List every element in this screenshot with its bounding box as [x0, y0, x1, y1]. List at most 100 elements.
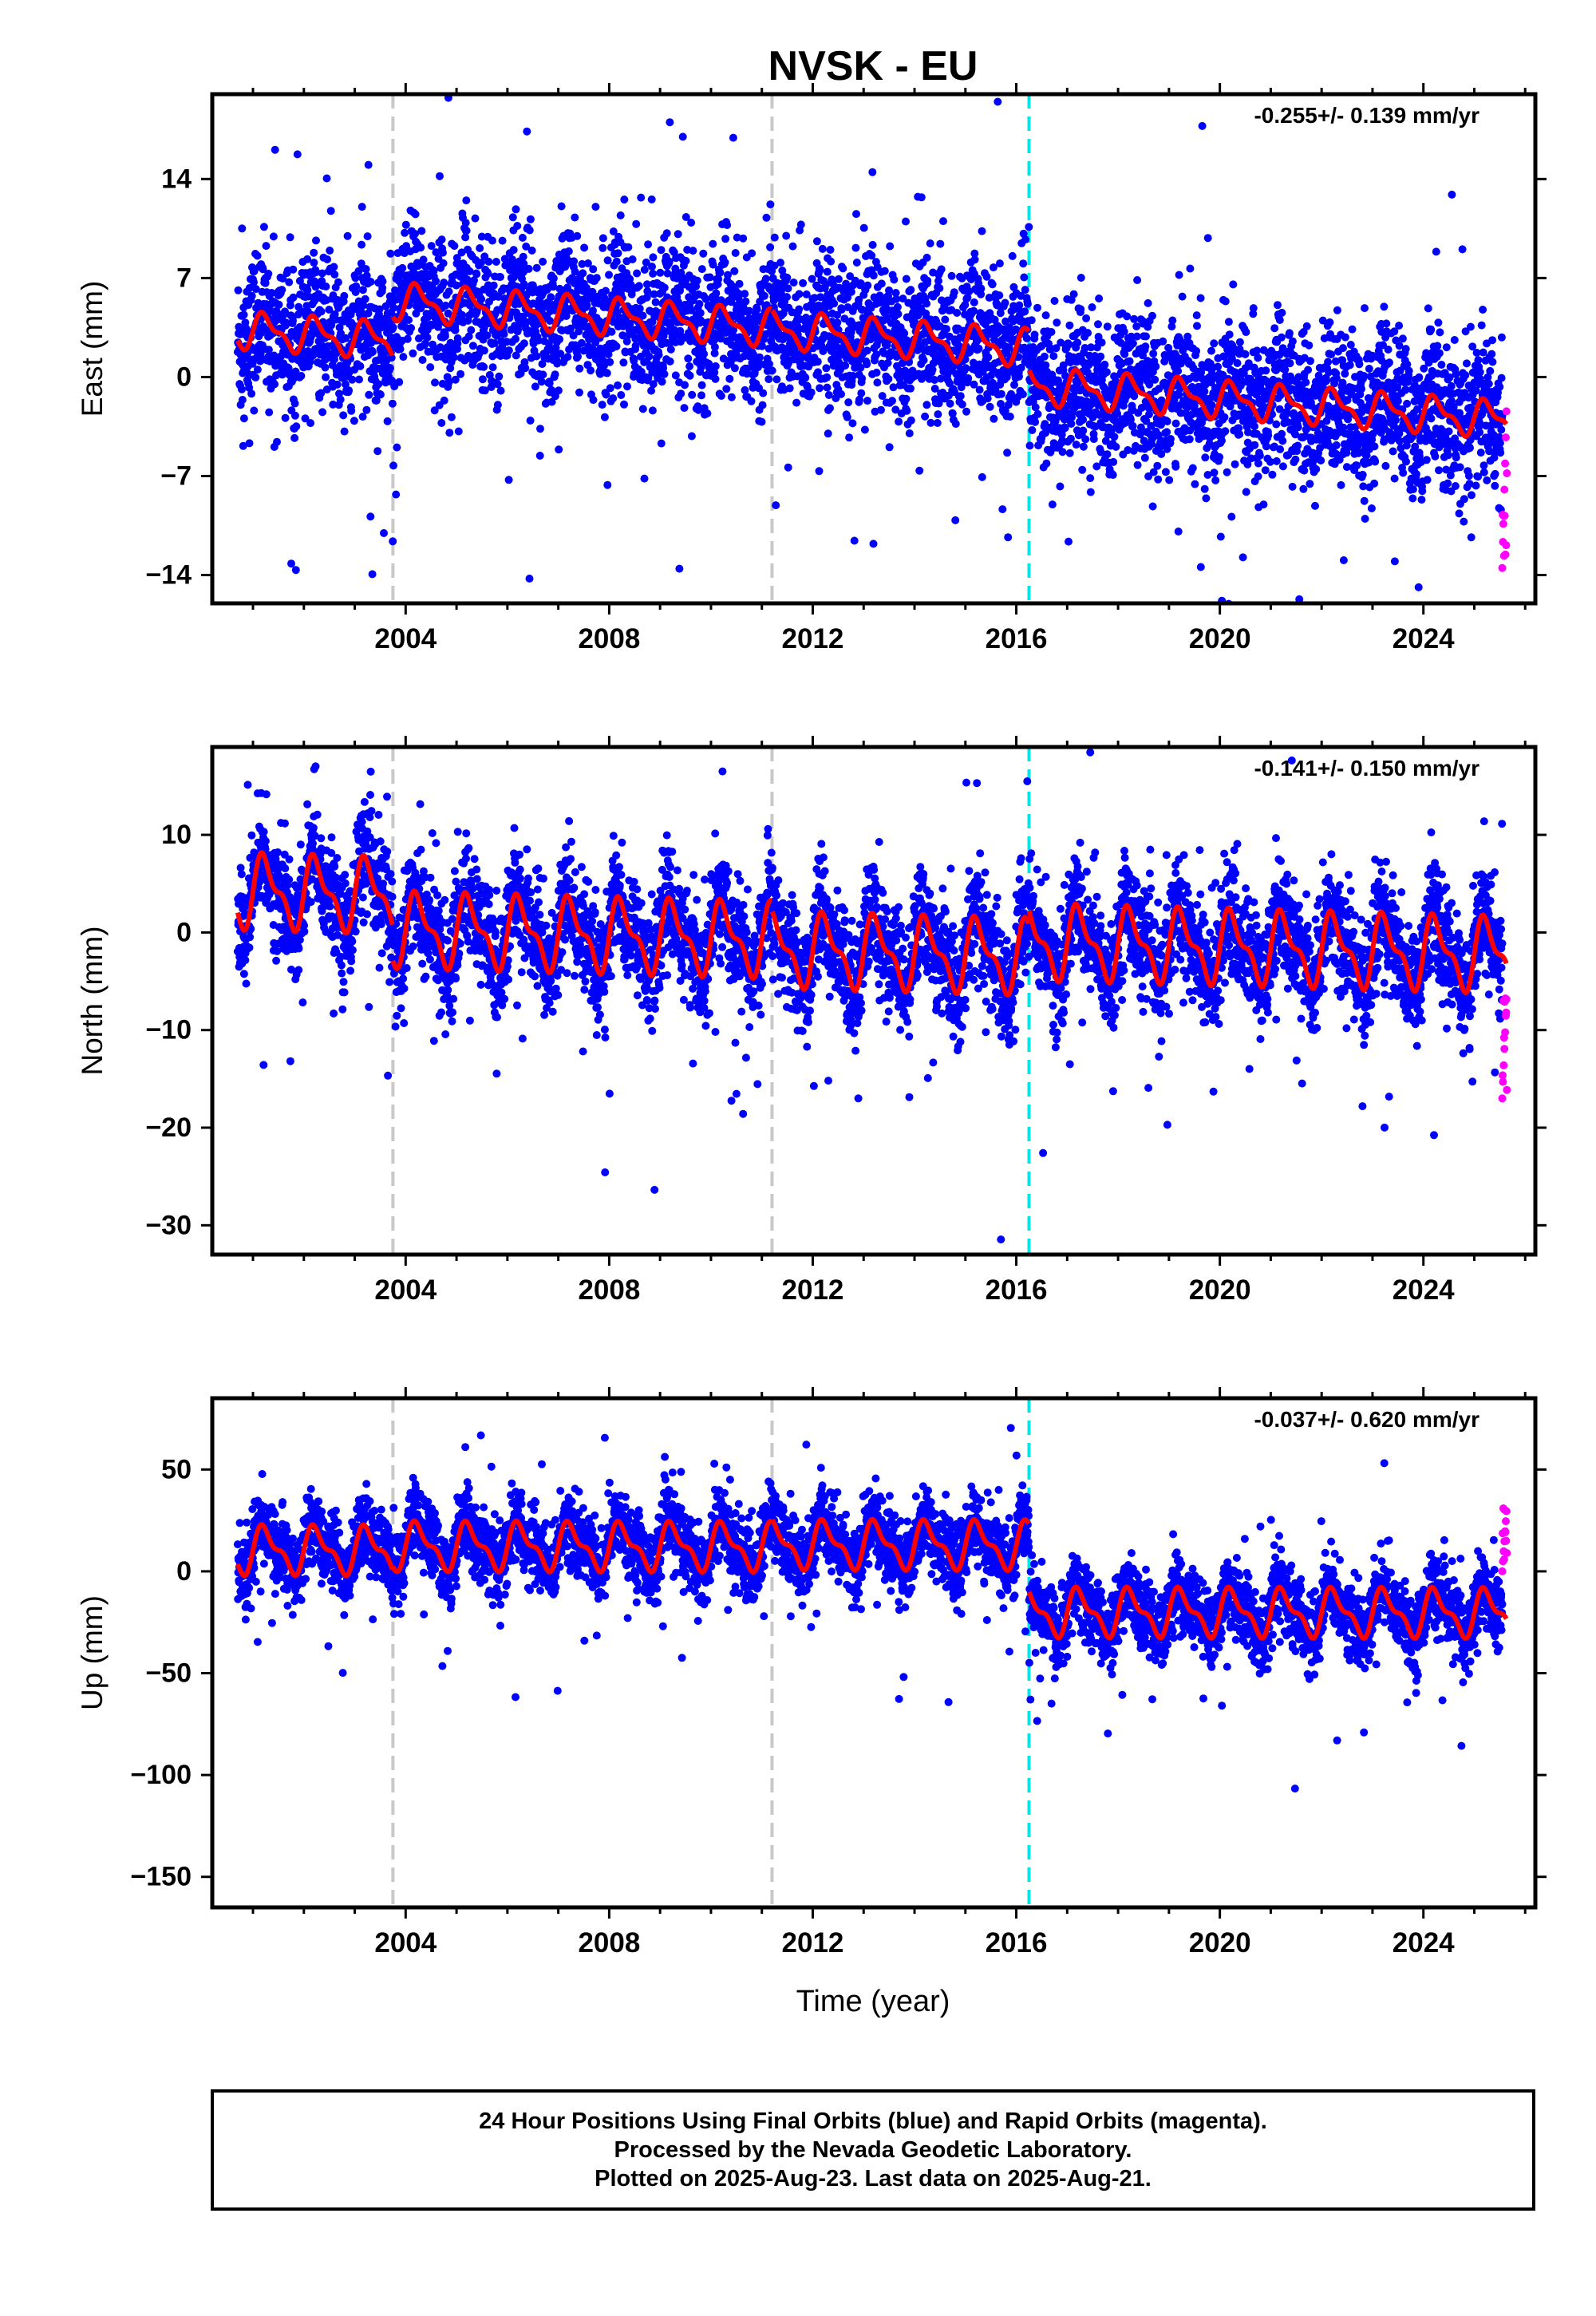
data-point: [1079, 426, 1088, 435]
data-point: [858, 374, 867, 383]
data-point: [399, 353, 408, 362]
data-point: [440, 279, 448, 287]
data-point: [1152, 362, 1160, 371]
data-point: [647, 195, 656, 204]
data-point: [701, 294, 710, 303]
data-point: [863, 397, 871, 405]
data-point: [649, 253, 658, 262]
data-point: [1272, 420, 1281, 429]
data-point: [733, 233, 741, 242]
data-point: [735, 279, 744, 288]
data-point: [1264, 431, 1273, 440]
data-point: [1125, 357, 1134, 366]
data-point: [366, 512, 375, 521]
data-point: [583, 301, 591, 310]
data-point: [766, 243, 775, 251]
data-point: [1360, 496, 1369, 505]
data-point: [638, 405, 647, 413]
data-point: [445, 429, 454, 437]
data-point: [361, 265, 370, 274]
data-point: [1262, 366, 1270, 375]
data-point: [602, 369, 611, 377]
data-point: [612, 342, 621, 350]
data-point: [1278, 308, 1286, 317]
data-point: [1218, 437, 1226, 445]
data-point: [1077, 305, 1085, 314]
data-point: [761, 275, 770, 283]
data-point: [547, 385, 555, 394]
data-point: [640, 266, 649, 274]
data-point: [823, 373, 832, 381]
data-point: [902, 275, 911, 283]
data-point: [983, 394, 992, 403]
data-point: [1165, 476, 1174, 484]
data-point: [1262, 442, 1270, 451]
data-point: [843, 413, 851, 421]
data-point: [841, 362, 850, 370]
data-point: [994, 97, 1002, 106]
data-point: [662, 229, 671, 238]
data-point: [612, 257, 621, 266]
data-point: [1089, 435, 1098, 444]
data-point: [1291, 455, 1300, 464]
data-point: [711, 374, 720, 383]
data-point: [958, 400, 966, 409]
data-point: [1337, 480, 1345, 489]
data-point: [818, 244, 827, 253]
data-point: [495, 372, 504, 381]
data-point: [677, 389, 685, 398]
data-point: [476, 244, 484, 252]
data-point: [347, 406, 356, 415]
data-point: [823, 383, 832, 392]
data-point: [784, 463, 792, 472]
data-point: [1025, 223, 1033, 231]
data-point: [1148, 502, 1157, 511]
data-point: [738, 337, 747, 346]
data-point: [964, 374, 973, 382]
data-point: [525, 575, 534, 583]
data-point: [1214, 362, 1223, 371]
data-point: [600, 413, 609, 421]
data-point: [403, 334, 412, 343]
data-point: [522, 242, 531, 251]
data-point: [1201, 453, 1210, 462]
data-point: [1020, 273, 1029, 282]
data-point: [464, 332, 473, 341]
data-point: [477, 232, 486, 241]
data-point: [1325, 318, 1334, 326]
data-point: [602, 287, 610, 295]
data-point: [461, 233, 470, 242]
data-point: [339, 411, 348, 420]
data-point: [393, 443, 401, 452]
data-point: [844, 398, 853, 407]
data-point: [430, 406, 439, 415]
data-point: [265, 408, 274, 417]
data-point: [657, 246, 666, 255]
data-point: [389, 537, 397, 546]
data-point: [1327, 350, 1336, 359]
data-point: [1361, 304, 1369, 313]
data-point: [741, 297, 750, 306]
data-point: [564, 247, 573, 255]
data-point: [772, 501, 780, 510]
data-point: [783, 293, 791, 302]
data-point: [527, 246, 536, 255]
data-point: [388, 399, 397, 408]
data-point: [465, 301, 474, 310]
data-point: [251, 285, 260, 294]
data-point: [602, 390, 610, 399]
data-point: [863, 346, 871, 355]
data-point: [342, 334, 350, 342]
data-point: [234, 286, 243, 294]
data-point: [492, 258, 500, 266]
data-point: [1361, 515, 1369, 523]
data-point: [1188, 464, 1197, 472]
data-point: [1207, 401, 1216, 409]
data-point: [238, 224, 247, 233]
data-point: [291, 367, 300, 376]
data-point: [666, 357, 674, 366]
data-point: [923, 276, 932, 285]
data-point: [689, 247, 697, 255]
data-point: [922, 253, 931, 262]
data-point: [807, 388, 816, 397]
